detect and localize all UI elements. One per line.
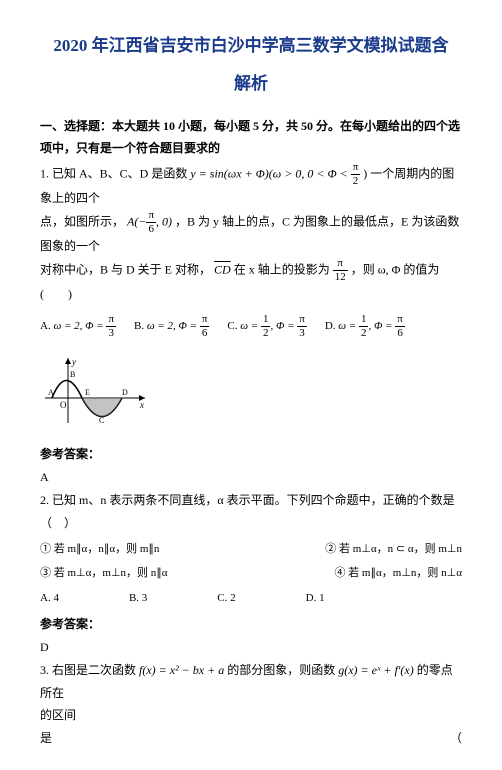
q1-text-part3a: 对称中心，B 与 D 关于 E 对称， [40, 262, 211, 276]
question-2: 2. 已知 m、n 表示两条不同直线，α 表示平面。下列四个命题中，正确的个数是… [40, 489, 462, 659]
q3-g: g(x) = eˣ + f′(x) [338, 663, 414, 677]
q3-text-part4: 的区间 [40, 704, 462, 727]
q1-coord-a-pre: A(− [127, 214, 146, 228]
question-3: 3. 右图是二次函数 f(x) = x² − bx + a 的部分图象，则函数 … [40, 659, 462, 750]
q1-options: A. ω = 2, Φ = π3 B. ω = 2, Φ = π6 C. ω =… [40, 314, 462, 339]
page-title-line-1: 2020 年江西省吉安市白沙中学高三数学文模拟试题含 [40, 30, 462, 62]
q2-cond-1: ① 若 m∥α，n∥α，则 m∥n [40, 539, 159, 560]
q1-coord-a-frac: π6 [146, 210, 156, 235]
q1-graph: y x O A B C D E [40, 353, 150, 428]
q2-option-b: B. 3 [129, 588, 147, 609]
q2-cond-4: ④ 若 m∥α，m⊥n，则 n⊥α [334, 563, 462, 584]
q1-text-part1: 1. 已知 A、B、C、D 是函数 [40, 166, 187, 180]
q1-formula: y = sin(ωx + Φ)(ω > 0, 0 < Φ < [190, 166, 347, 180]
q1-answer: A [40, 466, 462, 489]
svg-text:A: A [48, 388, 54, 397]
q1-text-part3b: 在 x 轴上的投影为 [234, 262, 333, 276]
q2-stem: 2. 已知 m、n 表示两条不同直线，α 表示平面。下列四个命题中，正确的个数是… [40, 489, 462, 535]
q3-text-part2: 的部分图象，则函数 [227, 663, 338, 677]
svg-text:D: D [122, 388, 128, 397]
section-1-heading: 一、选择题：本大题共 10 小题，每小题 5 分，共 50 分。在每小题给出的四… [40, 115, 462, 161]
svg-text:y: y [71, 357, 76, 367]
q2-option-a: A. 4 [40, 588, 59, 609]
q1-option-d: D. ω = 12, Φ = π6 [325, 314, 405, 339]
svg-text:E: E [85, 388, 90, 397]
q1-coord-a-post: , 0) [156, 214, 172, 228]
q1-option-a: A. ω = 2, Φ = π3 [40, 314, 116, 339]
q3-text-part1: 3. 右图是二次函数 [40, 663, 139, 677]
q2-option-d: D. 1 [306, 588, 325, 609]
q1-answer-label: 参考答案： [40, 443, 462, 466]
q1-frac-pi-2: π 2 [351, 162, 361, 187]
q2-cond-2: ② 若 m⊥α，n ⊂ α，则 m⊥n [325, 539, 462, 560]
q2-cond-3: ③ 若 m⊥α，m⊥n，则 n∥α [40, 563, 168, 584]
q3-f: f(x) = x² − bx + a [139, 663, 224, 677]
q2-answer: D [40, 636, 462, 659]
svg-text:C: C [99, 416, 104, 425]
q2-answer-label: 参考答案： [40, 613, 462, 636]
question-1: 1. 已知 A、B、C、D 是函数 y = sin(ωx + Φ)(ω > 0,… [40, 162, 462, 489]
q1-frac-pi-12: π12 [333, 258, 348, 283]
q1-option-b: B. ω = 2, Φ = π6 [134, 314, 209, 339]
svg-text:O: O [60, 400, 67, 410]
page-title-line-2: 解析 [40, 68, 462, 100]
svg-text:B: B [70, 370, 75, 379]
q3-text-part5b: （ [450, 727, 462, 750]
svg-text:x: x [139, 400, 144, 410]
q3-text-part5a: 是 [40, 727, 52, 750]
q1-text-part2a: 点，如图所示， [40, 214, 124, 228]
q1-vec-cd: CD [214, 262, 231, 276]
q2-option-c: C. 2 [217, 588, 235, 609]
q1-option-c: C. ω = 12, Φ = π3 [227, 314, 306, 339]
